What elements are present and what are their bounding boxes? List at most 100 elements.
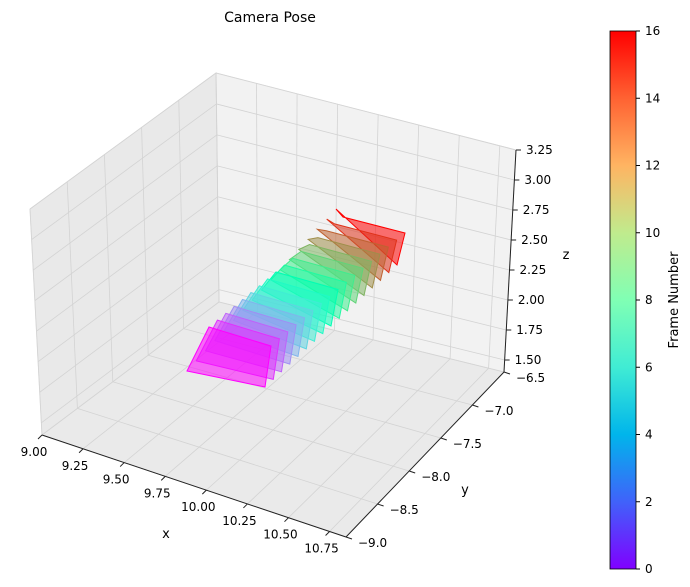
z-tick-label: 2.50 [521, 233, 548, 247]
z-tick: 2.25 [509, 263, 547, 277]
x-tick: 10.75 [304, 531, 339, 555]
grid-line [141, 127, 149, 356]
colorbar: 0 2 4 6 8 10 12 14 16 Frame Number [609, 24, 682, 576]
grid-line [41, 301, 220, 436]
grid-line [247, 349, 412, 505]
grid-line [217, 165, 512, 241]
y-tick-mark [409, 470, 416, 474]
x-tick: 9.00 [21, 434, 48, 459]
y-axis-line [345, 371, 505, 538]
camera-frame [186, 326, 272, 388]
grid-line [288, 358, 451, 518]
z-tick-label: 2.75 [523, 203, 550, 217]
y-tick-label: −8.5 [390, 503, 419, 517]
grid-line [256, 83, 258, 312]
z-tick-label: 1.50 [515, 353, 542, 367]
y-tick-mark [377, 503, 384, 507]
grid-line [164, 330, 335, 477]
z-tick: 1.50 [504, 353, 542, 367]
colorbar-tick: 0 [636, 562, 653, 576]
y-tick-mark [503, 371, 511, 375]
x-tick-mark [160, 475, 166, 481]
z-axis-label: z [563, 248, 570, 263]
x-tick: 10.50 [263, 517, 298, 542]
x-tick-label: 10.25 [222, 514, 256, 528]
y-tick: −6.5 [503, 371, 545, 385]
grid-line [206, 339, 374, 491]
grid-line [329, 367, 489, 532]
camera-frames [186, 208, 406, 388]
x-tick-label: 9.50 [103, 473, 130, 487]
colorbar-tick: 4 [636, 428, 653, 442]
colorbar-tick-label: 16 [645, 24, 660, 38]
y-tick: −7.5 [440, 437, 482, 451]
colorbar-tick-label: 0 [645, 562, 653, 576]
y-tick: −9.0 [345, 536, 387, 550]
z-tick: 2.75 [512, 203, 550, 217]
x-tick-mark [119, 462, 125, 467]
z-tick: 3.25 [516, 143, 553, 157]
z-tick-label: 2.00 [518, 293, 545, 307]
gridlines [29, 72, 517, 538]
grid-line [77, 408, 378, 505]
colorbar-tick-label: 8 [645, 293, 653, 307]
axis-lines [41, 149, 517, 538]
grid-line [449, 135, 460, 359]
grid-line [39, 258, 219, 393]
x-ticks: 9.00 9.25 9.50 9.75 10.00 10.25 10.50 10.75 [21, 434, 339, 555]
grid-line [41, 289, 220, 424]
grid-line [411, 125, 420, 350]
z-tick: 2.00 [507, 293, 545, 307]
y-tick-mark [472, 404, 479, 408]
z-axis-line [503, 149, 517, 373]
grid-line [37, 227, 219, 363]
x-axis-label: x [162, 527, 170, 542]
grid-line [488, 145, 501, 369]
x-tick-label: 9.75 [144, 486, 171, 500]
grid-line [178, 100, 184, 329]
x-tick-mark [243, 503, 248, 509]
y-tick-mark [345, 536, 353, 540]
z-tick-label: 3.25 [526, 143, 553, 157]
grid-line [29, 72, 217, 210]
y-tick-label: −7.5 [453, 437, 482, 451]
y-tick-label: −8.0 [421, 470, 450, 484]
colorbar-ticks: 0 2 4 6 8 10 12 14 16 [636, 24, 660, 576]
y-tick-label: −7.0 [484, 404, 513, 418]
z-tick-label: 3.00 [524, 173, 551, 187]
y-tick-mark [440, 437, 447, 441]
x-tick-mark [37, 434, 43, 440]
grid-line [34, 165, 218, 301]
y-tick: −7.0 [472, 404, 514, 418]
x-tick: 10.00 [181, 489, 216, 514]
grid-line [36, 196, 218, 332]
z-tick: 2.50 [511, 233, 548, 247]
grid-line [216, 103, 515, 181]
x-tick-mark [325, 531, 330, 536]
x-axis-line [41, 434, 347, 538]
colorbar-tick: 10 [636, 226, 660, 240]
z-tick-label: 2.25 [520, 263, 547, 277]
y-tick: −8.0 [409, 470, 450, 484]
colorbar-tick-label: 12 [645, 159, 660, 173]
x-tick-label: 10.75 [304, 541, 338, 555]
grid-line [66, 181, 78, 409]
x-tick-label: 9.00 [21, 445, 48, 459]
colorbar-tick-label: 4 [645, 428, 653, 442]
x-tick-label: 10.00 [181, 500, 215, 514]
grid-line [215, 72, 220, 303]
colorbar-tick-label: 6 [645, 360, 653, 374]
colorbar-tick-label: 10 [645, 226, 660, 240]
z-tick-label: 1.75 [516, 323, 543, 337]
grid-line [104, 154, 114, 382]
colorbar-gradient [609, 30, 637, 570]
colorbar-tick: 14 [636, 91, 660, 105]
z-ticks: 1.50 1.75 2.00 2.25 2.50 2.75 3.00 3.25 [504, 143, 553, 367]
chart-title: Camera Pose [224, 10, 316, 26]
y-tick-label: −6.5 [516, 371, 545, 385]
colorbar-tick-label: 2 [645, 495, 653, 509]
y-tick-label: −9.0 [358, 536, 387, 550]
grid-line [112, 381, 410, 472]
colorbar-tick: 8 [636, 293, 653, 307]
